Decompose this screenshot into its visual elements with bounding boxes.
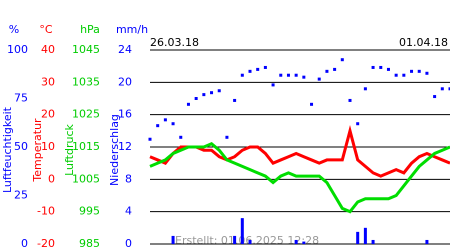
humidity-point (440, 87, 444, 91)
y-tick-label: 1025 (72, 108, 100, 121)
humidity-point (433, 95, 437, 99)
axis-label: Luftdruck (63, 123, 76, 175)
precip-bar (171, 235, 175, 244)
axis-unit: hPa (80, 23, 100, 36)
y-tick-label: 40 (41, 43, 55, 56)
y-tick-label: 30 (41, 75, 55, 88)
y-tick-label: 100 (7, 43, 28, 56)
y-tick-label: 1005 (72, 172, 100, 185)
humidity-point (448, 87, 450, 91)
humidity-point (340, 58, 344, 62)
series-line (149, 124, 450, 178)
y-tick-label: 1035 (72, 75, 100, 88)
precip-bar (425, 239, 429, 244)
y-tick-label: 995 (79, 205, 100, 218)
y-tick-label: 20 (118, 75, 132, 88)
humidity-point (225, 135, 229, 139)
y-tick-label: 985 (79, 237, 100, 250)
y-tick-label: 16 (118, 108, 132, 121)
humidity-point (302, 75, 306, 79)
humidity-point (217, 89, 221, 93)
humidity-point (256, 67, 260, 71)
humidity-point (325, 69, 329, 73)
humidity-point (210, 91, 214, 95)
humidity-point (194, 97, 198, 100)
humidity-point (294, 73, 298, 77)
y-tick-label: 4 (125, 205, 132, 218)
axis-unit: mm/h (116, 23, 148, 36)
y-tick-label: 75 (14, 92, 28, 105)
axis-label: Luftfeuchtigkeit (1, 106, 14, 193)
y-tick-label: 24 (118, 43, 132, 56)
humidity-point (148, 137, 152, 141)
precip-bar (363, 227, 367, 244)
humidity-point (379, 65, 383, 69)
humidity-point (317, 77, 321, 81)
precip-bar (356, 231, 360, 244)
y-tick-label: 12 (118, 140, 132, 153)
humidity-point (386, 67, 390, 71)
start-date: 26.03.18 (150, 36, 199, 49)
humidity-point (271, 83, 275, 87)
y-tick-label: 0 (48, 172, 55, 185)
precip-bar (294, 239, 298, 244)
humidity-point (394, 73, 398, 77)
humidity-point (156, 124, 160, 128)
humidity-point (233, 98, 237, 102)
humidity-point (179, 135, 183, 139)
humidity-point (240, 73, 244, 77)
axis-unit: °C (39, 23, 53, 36)
y-tick-label: 25 (14, 189, 28, 202)
humidity-point (248, 69, 252, 73)
humidity-point (279, 73, 283, 77)
y-tick-label: 1015 (72, 140, 100, 153)
y-tick-label: 10 (41, 140, 55, 153)
humidity-point (163, 118, 167, 122)
y-tick-label: -20 (37, 237, 55, 250)
precip-bar (302, 241, 306, 244)
humidity-point (425, 71, 429, 75)
humidity-point (186, 102, 190, 106)
humidity-point (417, 69, 421, 73)
humidity-point (356, 122, 360, 126)
end-date: 01.04.18 (399, 36, 448, 49)
humidity-point (363, 87, 367, 91)
precip-bar (240, 218, 244, 244)
y-tick-label: 50 (14, 140, 28, 153)
humidity-point (333, 67, 337, 71)
y-tick-label: 0 (21, 237, 28, 250)
y-tick-label: 1045 (72, 43, 100, 56)
humidity-point (171, 122, 175, 126)
series-line (149, 142, 450, 214)
humidity-point (202, 93, 206, 97)
humidity-point (310, 102, 314, 106)
y-tick-label: -10 (37, 205, 55, 218)
axis-label: Niederschlag (108, 114, 121, 186)
humidity-point (371, 65, 375, 69)
y-tick-label: 0 (125, 237, 132, 250)
precip-bar (248, 239, 252, 244)
precip-bar (233, 235, 237, 244)
y-tick-label: 8 (125, 172, 132, 185)
humidity-point (348, 98, 352, 102)
humidity-point (263, 65, 267, 69)
y-tick-label: 20 (41, 108, 55, 121)
axis-unit: % (9, 23, 19, 36)
precip-bar (371, 239, 375, 244)
humidity-point (402, 73, 406, 77)
humidity-point (410, 69, 414, 73)
humidity-point (286, 73, 290, 77)
axis-label: Temperatur (31, 118, 44, 183)
